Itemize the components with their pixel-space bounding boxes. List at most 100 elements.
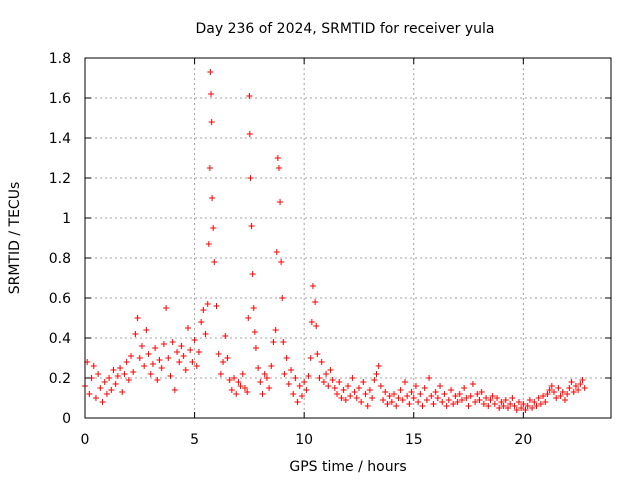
data-point — [301, 379, 308, 385]
data-point — [272, 327, 279, 333]
data-point — [305, 373, 312, 379]
data-point — [123, 359, 130, 365]
data-points — [82, 69, 588, 413]
data-point — [274, 155, 281, 161]
data-point — [294, 399, 301, 405]
data-point — [441, 391, 448, 397]
data-point — [323, 371, 330, 377]
data-point — [382, 389, 389, 395]
y-tick-label: 0.6 — [49, 291, 71, 307]
data-point — [485, 403, 492, 409]
data-point — [285, 381, 292, 387]
data-point — [134, 315, 141, 321]
data-point — [480, 401, 487, 407]
data-point — [511, 403, 518, 409]
data-point — [277, 199, 284, 205]
data-point — [200, 307, 207, 313]
y-axis: 0 0.2 0.4 0.6 0.8 1 1.2 1.4 1.6 1.8 — [49, 51, 611, 427]
data-point — [110, 367, 117, 373]
data-point — [500, 403, 507, 409]
data-point — [208, 119, 215, 125]
y-tick-label: 1 — [62, 211, 71, 227]
data-point — [533, 403, 540, 409]
data-point — [399, 397, 406, 403]
data-point — [198, 319, 205, 325]
data-point — [259, 391, 266, 397]
plot-frame — [84, 57, 612, 419]
data-point — [456, 391, 463, 397]
x-tick-label: 0 — [81, 432, 90, 448]
data-point — [154, 377, 161, 383]
data-point — [572, 383, 579, 389]
data-point — [101, 379, 108, 385]
data-point — [112, 381, 119, 387]
data-point — [375, 363, 382, 369]
data-point — [95, 371, 102, 377]
data-point — [252, 345, 259, 351]
data-point — [255, 365, 262, 371]
data-point — [360, 379, 367, 385]
data-point — [121, 371, 128, 377]
data-point — [178, 343, 185, 349]
data-point — [313, 323, 320, 329]
data-point — [415, 399, 422, 405]
data-point — [347, 393, 354, 399]
data-point — [191, 337, 198, 343]
data-point — [437, 383, 444, 389]
data-point — [404, 393, 411, 399]
data-point — [513, 407, 520, 413]
y-tick-label: 0.2 — [49, 371, 71, 387]
data-point — [579, 377, 586, 383]
data-point — [279, 295, 286, 301]
data-point — [308, 319, 315, 325]
data-point — [298, 393, 305, 399]
data-point — [476, 397, 483, 403]
data-point — [249, 271, 256, 277]
y-tick-label: 1.2 — [49, 171, 71, 187]
data-point — [125, 377, 132, 383]
data-point — [208, 91, 215, 97]
data-point — [261, 371, 268, 377]
data-point — [439, 399, 446, 405]
data-point — [176, 359, 183, 365]
data-point — [312, 299, 319, 305]
data-point — [428, 393, 435, 399]
data-point — [224, 355, 231, 361]
data-point — [314, 351, 321, 357]
data-point — [445, 397, 452, 403]
data-point — [103, 391, 110, 397]
data-point — [226, 377, 233, 383]
data-point — [504, 405, 511, 411]
data-point — [349, 375, 356, 381]
data-point — [307, 355, 314, 361]
data-point — [419, 403, 426, 409]
x-tick-label: 15 — [405, 432, 423, 448]
data-point — [309, 283, 316, 289]
data-point — [448, 387, 455, 393]
data-point — [213, 303, 220, 309]
data-point — [270, 339, 277, 345]
data-point — [564, 391, 571, 397]
y-tick-label: 0.4 — [49, 331, 71, 347]
data-point — [320, 379, 327, 385]
data-point — [423, 397, 430, 403]
data-point — [443, 403, 450, 409]
data-point — [524, 403, 531, 409]
x-tick-label: 5 — [190, 432, 199, 448]
data-point — [537, 401, 544, 407]
data-point — [268, 363, 275, 369]
data-point — [318, 359, 325, 365]
data-point — [160, 341, 167, 347]
data-point — [211, 259, 218, 265]
data-point — [244, 389, 251, 395]
data-point — [529, 405, 536, 411]
data-point — [498, 399, 505, 405]
data-point — [86, 391, 93, 397]
data-point — [235, 379, 242, 385]
data-point — [331, 385, 338, 391]
data-point — [555, 385, 562, 391]
data-point — [487, 397, 494, 403]
data-point — [540, 393, 547, 399]
data-point — [193, 363, 200, 369]
data-point — [147, 371, 154, 377]
